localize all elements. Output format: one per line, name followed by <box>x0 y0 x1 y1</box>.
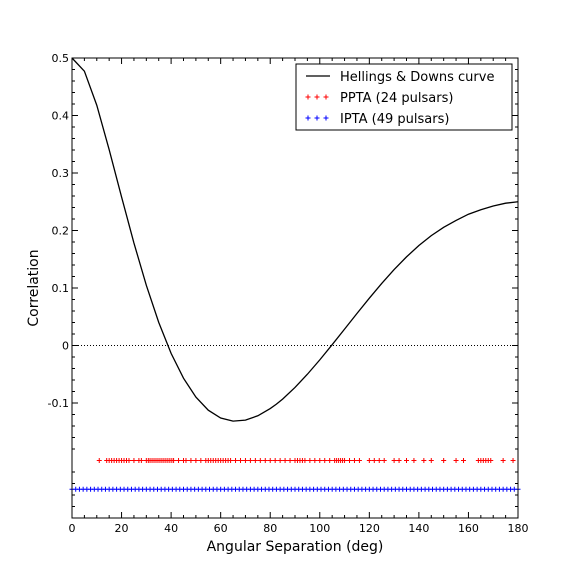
data-point-marker <box>188 458 194 463</box>
legend-entry-0: Hellings & Downs curve <box>306 70 494 85</box>
data-point-marker <box>233 458 239 463</box>
x-tick-label: 80 <box>263 522 277 535</box>
data-point-marker <box>267 458 273 463</box>
data-point-marker <box>411 458 417 463</box>
data-point-marker <box>460 458 466 463</box>
data-point-marker <box>183 458 189 463</box>
legend-marker-swatch <box>314 115 320 121</box>
data-point-marker <box>366 458 372 463</box>
data-point-marker <box>252 458 258 463</box>
legend-box <box>295 63 513 131</box>
data-point-marker <box>277 458 283 463</box>
data-point-marker <box>282 458 288 463</box>
x-tick-label: 40 <box>164 522 178 535</box>
data-point-marker <box>421 458 427 463</box>
data-point-marker <box>262 458 268 463</box>
data-point-marker <box>428 458 434 463</box>
series-2-markers <box>69 486 521 492</box>
y-tick-label: 0.1 <box>52 282 70 295</box>
x-tick-label: 180 <box>508 522 529 535</box>
data-point-marker <box>404 458 409 463</box>
y-axis-label: Correlation <box>26 249 42 326</box>
data-point-marker <box>242 458 248 463</box>
data-point-marker <box>342 458 348 463</box>
x-tick-label: 140 <box>408 522 429 535</box>
legend-marker-swatch <box>305 115 311 121</box>
hellings-downs-curve <box>71 57 519 422</box>
data-point-marker <box>237 458 243 463</box>
legend-marker-swatch <box>323 115 329 121</box>
axes: 0 20 40 60 80 100 120 140 160 180 -0.1 0 0.1 0.2 0.3 0.… <box>26 52 529 555</box>
data-point-marker <box>247 458 253 463</box>
y-tick-label: 0.5 <box>52 52 70 65</box>
data-point-marker <box>193 458 199 463</box>
x-tick-label: 0 <box>69 522 76 535</box>
data-point-marker <box>302 458 308 463</box>
data-point-marker <box>138 458 144 463</box>
legend-entry-2: IPTA (49 pulsars) <box>305 112 449 127</box>
data-point-marker <box>396 458 402 463</box>
series-1-markers <box>96 458 516 463</box>
legend-label: IPTA (49 pulsars) <box>340 112 449 127</box>
data-point-marker <box>131 458 137 463</box>
data-point-marker <box>317 458 323 463</box>
data-point-marker <box>96 458 102 463</box>
data-point-marker <box>376 458 382 463</box>
x-tick-label: 20 <box>115 522 129 535</box>
data-point-marker <box>228 458 234 463</box>
x-tick-label: 60 <box>214 522 228 535</box>
legend-marker-swatch <box>305 94 311 100</box>
data-point-marker <box>312 458 318 463</box>
data-point-marker <box>381 458 387 463</box>
data-point-marker <box>171 458 177 463</box>
data-point-marker <box>441 458 447 463</box>
data-point-marker <box>351 458 357 463</box>
y-tick-label: -0.1 <box>48 397 69 410</box>
data-point-marker <box>356 458 362 463</box>
plot-marks <box>69 57 521 492</box>
legend-label: Hellings & Downs curve <box>340 70 494 85</box>
legend-marker-swatch <box>314 94 320 100</box>
data-point-marker <box>126 458 132 463</box>
data-point-marker <box>198 458 204 463</box>
data-point-marker <box>257 458 263 463</box>
x-axis-label: Angular Separation (deg) <box>207 539 384 555</box>
data-point-marker <box>510 458 516 463</box>
data-point-marker <box>287 458 293 463</box>
x-tick-label: 160 <box>458 522 479 535</box>
legend: Hellings & Downs curve PPTA (24 pulsars) I… <box>295 63 513 131</box>
data-point-marker <box>488 458 494 463</box>
y-tick-label: 0.2 <box>52 225 70 238</box>
data-point-marker <box>371 458 377 463</box>
data-point-marker <box>327 458 333 463</box>
y-tick-label: 0 <box>62 340 69 353</box>
data-point-marker <box>307 458 313 463</box>
data-point-marker <box>500 458 506 463</box>
legend-marker-swatch <box>323 94 329 100</box>
x-tick-label: 120 <box>359 522 380 535</box>
data-point-marker <box>322 458 328 463</box>
legend-entry-1: PPTA (24 pulsars) <box>305 91 453 106</box>
x-tick-label: 100 <box>309 522 330 535</box>
y-tick-label: 0.3 <box>52 167 70 180</box>
data-point-marker <box>176 458 182 463</box>
data-point-marker <box>272 458 278 463</box>
legend-label: PPTA (24 pulsars) <box>340 91 453 106</box>
data-point-marker <box>391 458 397 463</box>
data-point-marker <box>347 458 353 463</box>
data-point-marker <box>453 458 459 463</box>
y-tick-label: 0.4 <box>52 110 70 123</box>
